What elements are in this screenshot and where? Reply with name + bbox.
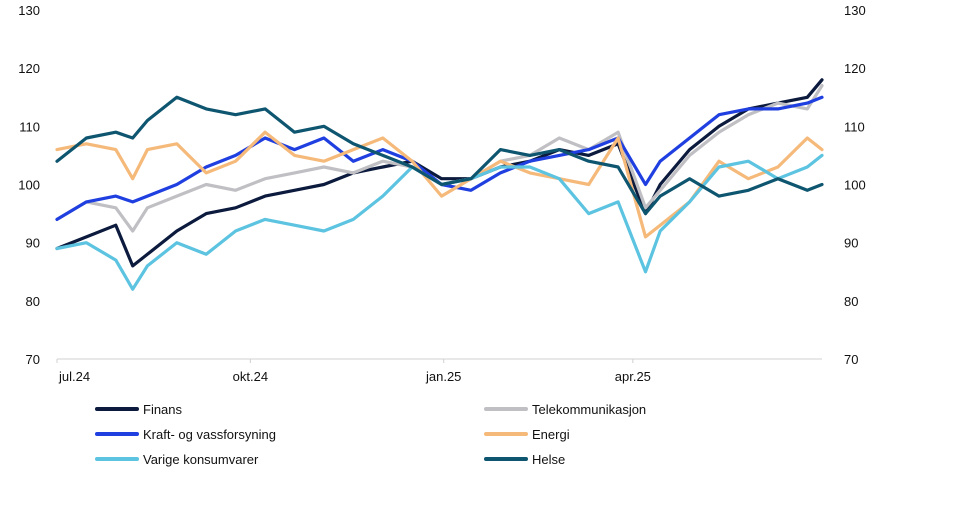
- legend-label: Kraft- og vassforsyning: [143, 427, 276, 442]
- legend-label: Telekommunikasjon: [532, 402, 646, 417]
- y-tick-label-left: 80: [26, 294, 40, 309]
- series-line-6: [55, 95, 824, 216]
- legend-item: Finans: [95, 402, 183, 417]
- x-tick-label: apr.25: [615, 369, 651, 384]
- y-tick-label-left: 90: [26, 236, 40, 251]
- legend-label: Varige konsumvarer: [143, 452, 259, 467]
- x-tick-label: jan.25: [425, 369, 461, 384]
- legend-item: Energi: [484, 427, 570, 442]
- y-tick-label-right: 70: [844, 352, 858, 367]
- series-line-1: [55, 78, 824, 268]
- y-tick-label-right: 110: [844, 119, 865, 134]
- legend-label: Finans: [143, 402, 183, 417]
- x-axis: jul.24 okt.24 jan.25 apr.25: [56, 359, 651, 384]
- y-tick-label-right: 80: [844, 294, 858, 309]
- legend-item: Varige konsumvarer: [95, 452, 259, 467]
- legend-item: Telekommunikasjon: [484, 402, 646, 417]
- series-lines: [55, 78, 824, 291]
- y-tick-label-right: 90: [844, 236, 858, 251]
- x-tick-label: okt.24: [233, 369, 268, 384]
- y-tick-label-left: 100: [18, 178, 40, 193]
- y-tick-label-left: 70: [26, 352, 40, 367]
- left-y-axis: 70 80 90 100 110 120 130: [18, 3, 40, 367]
- legend-label: Energi: [532, 427, 570, 442]
- y-tick-label-right: 100: [844, 178, 866, 193]
- y-tick-label-right: 130: [844, 3, 866, 18]
- y-tick-label-left: 120: [18, 61, 40, 76]
- series-line-2: [55, 84, 824, 233]
- y-tick-label-left: 110: [19, 119, 40, 134]
- x-tick-label: jul.24: [58, 369, 90, 384]
- y-tick-label-right: 120: [844, 61, 866, 76]
- legend: Finans Telekommunikasjon Kraft- og vassfor…: [95, 402, 646, 467]
- legend-item: Kraft- og vassforsyning: [95, 427, 276, 442]
- series-line-3: [55, 95, 824, 221]
- right-y-axis: 70 80 90 100 110 120 130: [844, 3, 866, 367]
- legend-item: Helse: [484, 452, 565, 467]
- y-tick-label-left: 130: [18, 3, 40, 18]
- legend-label: Helse: [532, 452, 565, 467]
